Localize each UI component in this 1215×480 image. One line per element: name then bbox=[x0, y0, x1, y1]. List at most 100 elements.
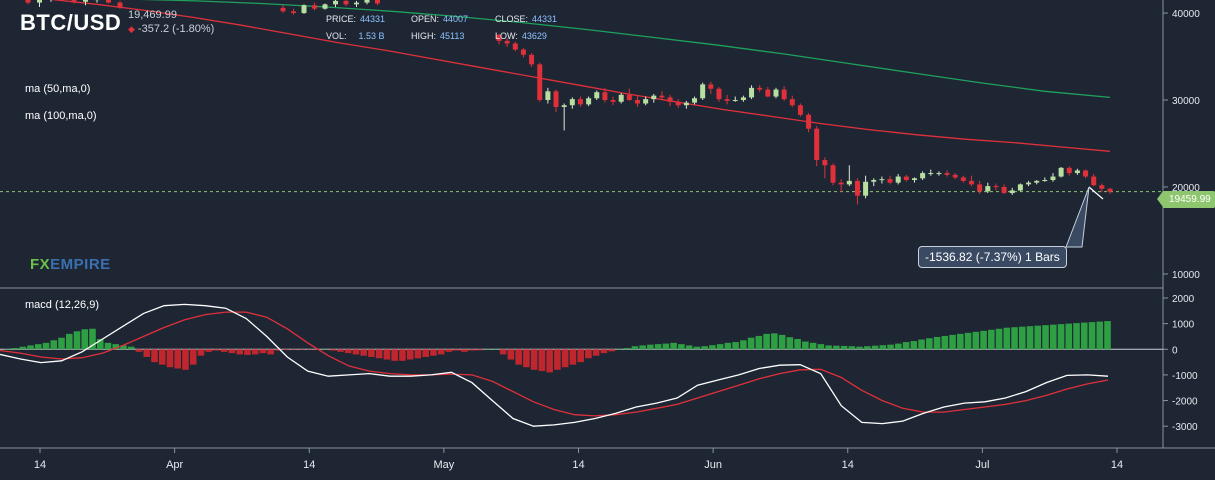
macd-histogram-bar bbox=[383, 349, 391, 360]
close-label: CLOSE: bbox=[495, 14, 529, 24]
time-axis-tick-label: Jul bbox=[975, 459, 989, 471]
macd-axis-tick-label: 2000 bbox=[1172, 294, 1195, 305]
macd-histogram-bar bbox=[437, 349, 445, 355]
macd-histogram-bar bbox=[282, 349, 290, 351]
macd-histogram-bar bbox=[182, 349, 189, 370]
candles-group bbox=[25, 0, 1113, 205]
macd-histogram-bar bbox=[685, 345, 693, 350]
macd-histogram-bar bbox=[755, 335, 763, 350]
candle-bear bbox=[1107, 188, 1113, 192]
candle-bull bbox=[879, 179, 885, 181]
macd-histogram-bar bbox=[275, 349, 282, 351]
low-label: LOW: bbox=[495, 31, 518, 41]
candle-bear bbox=[291, 11, 296, 14]
candle-bear bbox=[944, 173, 950, 175]
candle-bear bbox=[765, 89, 771, 97]
macd-legend[interactable]: macd (12,26,9) bbox=[25, 299, 99, 311]
candle-bear bbox=[602, 92, 608, 101]
ohlc-open: OPEN: 44007 bbox=[411, 14, 468, 24]
candle-bull bbox=[985, 186, 991, 192]
candle-bull bbox=[586, 98, 592, 105]
macd-histogram-bar bbox=[639, 345, 646, 350]
candle-bull bbox=[732, 100, 738, 102]
candle-bull bbox=[1034, 180, 1040, 183]
macd-histogram-bar bbox=[174, 349, 182, 369]
ohlc-close: CLOSE: 44331 bbox=[495, 14, 557, 24]
candle-bear bbox=[814, 128, 820, 161]
macd-histogram-bar bbox=[306, 349, 313, 350]
candle-bull bbox=[1050, 176, 1056, 181]
candle-bear bbox=[71, 0, 77, 2]
last-price-tag: 19459.99 bbox=[1157, 191, 1215, 208]
macd-histogram-bar bbox=[120, 345, 127, 350]
candle-bear bbox=[117, 2, 123, 8]
candle-bear bbox=[675, 101, 681, 106]
macd-histogram-bar bbox=[4, 349, 11, 350]
candle-bear bbox=[993, 186, 999, 188]
vol-label: VOL: bbox=[326, 31, 347, 41]
candle-bear bbox=[716, 88, 722, 100]
ma100-line bbox=[139, 0, 1111, 99]
macd-histogram-bar bbox=[11, 347, 19, 350]
macd-histogram-bar bbox=[902, 342, 910, 350]
macd-histogram-bar bbox=[523, 349, 530, 368]
candle-bull bbox=[692, 98, 698, 103]
macd-histogram-bar bbox=[515, 349, 522, 365]
logo-fx: FX bbox=[30, 256, 51, 273]
candle-bull bbox=[740, 97, 746, 101]
macd-histogram-bar bbox=[561, 349, 569, 368]
candle-bear bbox=[724, 99, 730, 101]
macd-histogram-bar bbox=[89, 328, 96, 350]
macd-histogram-bar bbox=[1088, 322, 1096, 350]
macd-histogram-bar bbox=[484, 349, 491, 350]
time-axis-tick-label: 14 bbox=[34, 459, 46, 471]
candle-bull bbox=[333, 0, 338, 5]
macd-histogram-bar bbox=[957, 333, 964, 350]
candle-bear bbox=[343, 0, 349, 5]
candle-bear bbox=[610, 100, 616, 102]
measure-line bbox=[1088, 186, 1104, 200]
macd-histogram-bar bbox=[1104, 321, 1111, 350]
candle-bear bbox=[1099, 185, 1105, 189]
macd-histogram-bar bbox=[228, 349, 236, 354]
macd-histogram-bar bbox=[995, 328, 1003, 350]
macd-histogram-bar bbox=[1042, 325, 1049, 350]
macd-histogram-bar bbox=[104, 342, 112, 350]
signal-line bbox=[0, 311, 1109, 417]
macd-histogram-bar bbox=[135, 349, 143, 352]
macd-histogram-bar bbox=[391, 349, 398, 361]
candle-bear bbox=[529, 54, 535, 65]
macd-histogram-bar bbox=[58, 337, 65, 350]
macd-histogram-bar bbox=[879, 345, 887, 350]
ma100-legend[interactable]: ma (100,ma,0) bbox=[25, 110, 97, 122]
price-change-value: -357.2 (-1.80%) bbox=[137, 23, 215, 35]
macd-histogram-bar bbox=[213, 349, 220, 351]
macd-histogram-bar bbox=[298, 349, 305, 350]
macd-histogram-bar bbox=[499, 349, 507, 355]
ma50-legend[interactable]: ma (50,ma,0) bbox=[25, 83, 91, 95]
macd-histogram-bar bbox=[197, 349, 205, 356]
ohlc-low: LOW: 43629 bbox=[495, 31, 547, 41]
candle-bear bbox=[1066, 167, 1072, 174]
macd-histogram-bar bbox=[143, 349, 151, 357]
macd-histogram-bar bbox=[42, 342, 50, 350]
macd-histogram-bar bbox=[577, 349, 584, 363]
candle-bear bbox=[659, 95, 665, 98]
macd-histogram-bar bbox=[569, 349, 577, 365]
candle-bull bbox=[683, 102, 689, 106]
candle-bull bbox=[643, 99, 649, 104]
candle-bull bbox=[618, 94, 624, 102]
macd-histogram-bar bbox=[127, 346, 135, 350]
time-axis-tick-label: May bbox=[433, 459, 454, 471]
candle-bull bbox=[594, 92, 600, 99]
macd-histogram-bar bbox=[267, 349, 274, 355]
macd-histogram-bar bbox=[654, 344, 662, 350]
macd-histogram-bar bbox=[251, 349, 259, 355]
candle-bull bbox=[364, 0, 370, 3]
candle-bull bbox=[749, 87, 755, 98]
ohlc-price: PRICE: 44331 bbox=[326, 14, 385, 24]
candle-bear bbox=[806, 114, 812, 129]
macd-histogram-bar bbox=[27, 345, 34, 350]
